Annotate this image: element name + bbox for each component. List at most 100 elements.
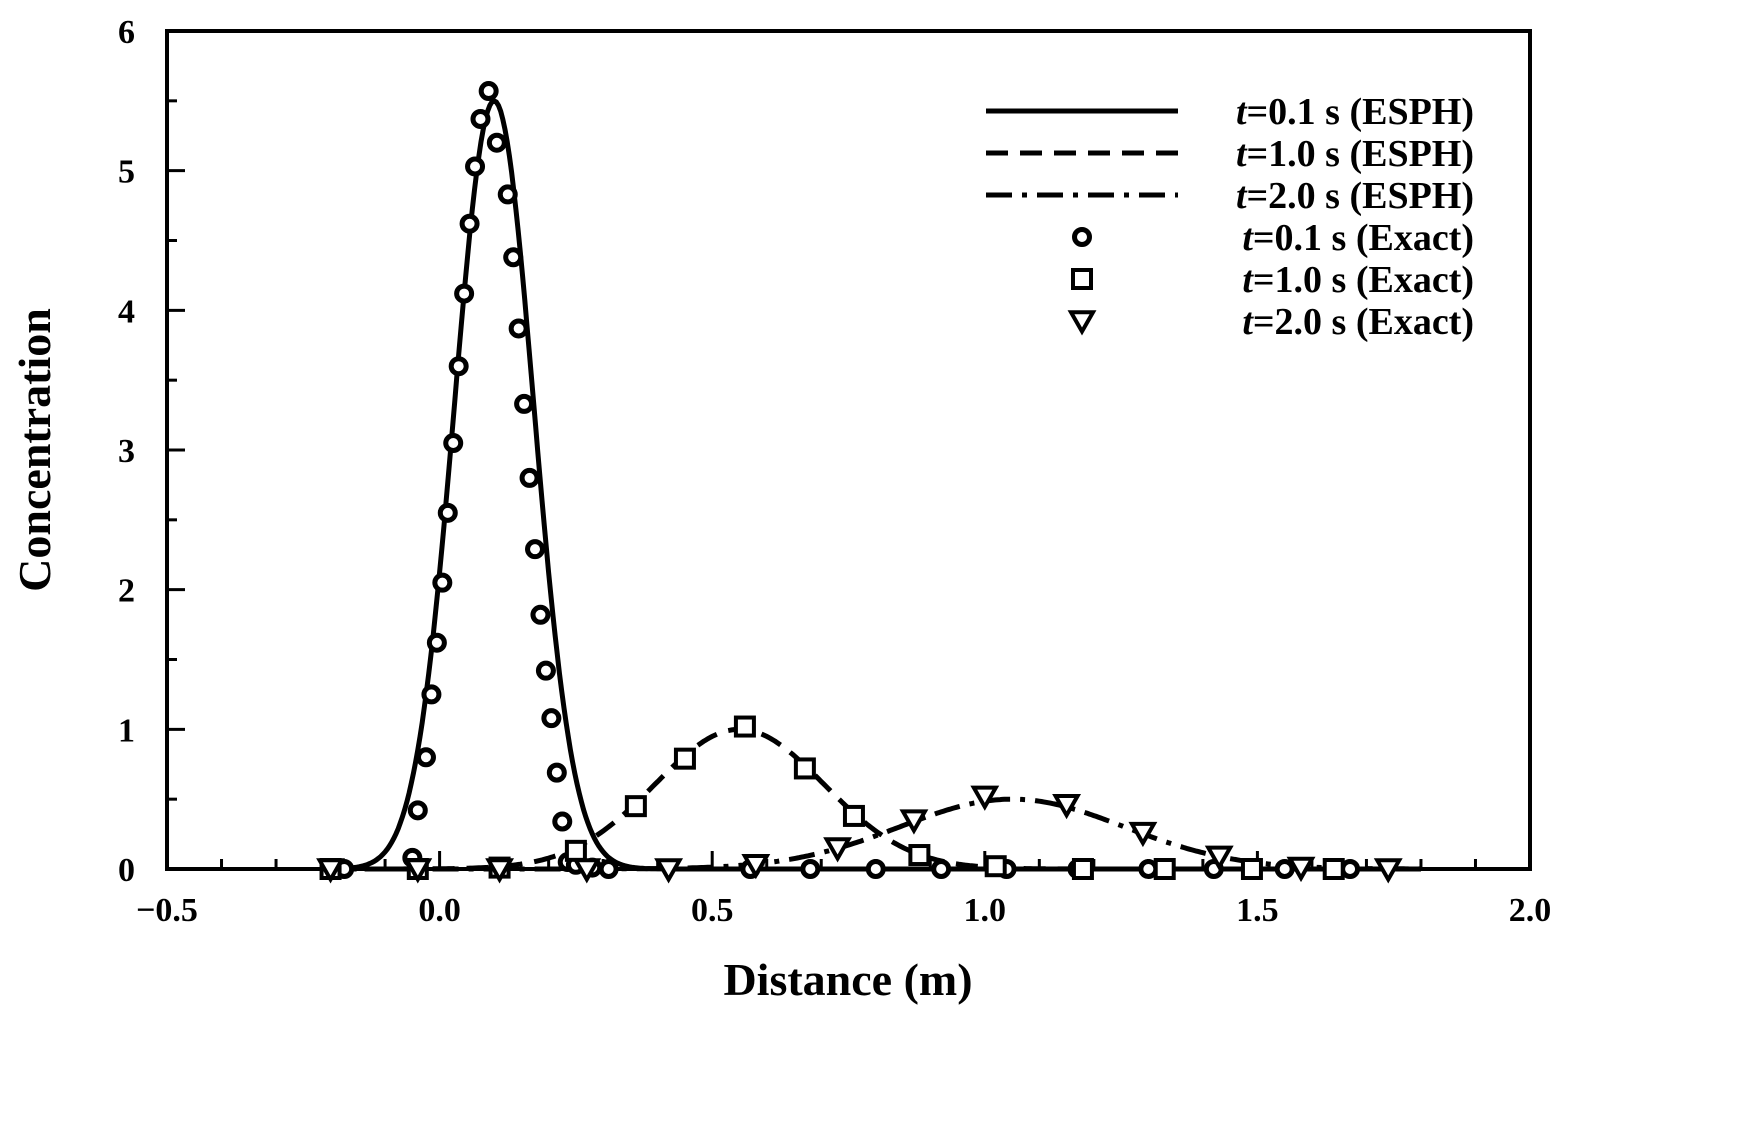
legend-label-italic-t: t [1236, 175, 1248, 217]
y-tick-label: 4 [118, 293, 135, 330]
x-tick-label: 1.5 [1236, 892, 1279, 929]
data-point-triangle-down [485, 858, 515, 884]
data-point-circle [454, 283, 475, 304]
data-point-triangle-down [970, 785, 1000, 811]
data-point-square [793, 757, 816, 780]
marker-layer [316, 81, 1403, 884]
data-point-circle [535, 660, 556, 681]
data-point-triangle-down [741, 854, 771, 880]
series-markers-5 [316, 785, 1403, 884]
y-tick-label: 5 [118, 154, 135, 191]
data-point-circle [931, 859, 952, 879]
series-line-1 [330, 726, 1421, 872]
data-point-circle [598, 859, 619, 879]
data-point-circle [508, 318, 529, 339]
x-tick-label: 0.5 [691, 892, 734, 929]
data-point-square [1240, 858, 1263, 880]
data-point-triangle-down [403, 858, 433, 884]
data-point-circle [432, 572, 453, 593]
data-point-triangle-down [823, 837, 853, 863]
data-point-circle [407, 800, 428, 821]
data-point-triangle-down [1204, 845, 1234, 871]
data-point-circle [1138, 859, 1159, 879]
legend-label-rest: =2.0 s (ESPH) [1247, 175, 1475, 217]
data-point-circle [541, 708, 562, 729]
y-tick-label: 6 [118, 14, 135, 51]
legend-label-rest: =1.0 s (Exact) [1253, 259, 1474, 301]
data-point-square [1322, 858, 1345, 880]
legend-label-italic-t: t [1236, 133, 1248, 175]
data-point-circle [552, 811, 573, 832]
data-point-triangle-down [1128, 821, 1158, 848]
legend-label-3: t=0.1 s (Exact) [1242, 217, 1474, 259]
legend-label-rest: =2.0 s (Exact) [1253, 301, 1474, 343]
data-point-square [908, 844, 931, 867]
legend-label-italic-t: t [1242, 301, 1254, 343]
y-axis-title: Concentration [9, 308, 60, 592]
data-point-circle [437, 502, 458, 523]
data-point-circle [1274, 859, 1295, 879]
data-point-square [673, 747, 696, 770]
y-tick-label: 0 [118, 852, 135, 889]
legend-label-rest: =0.1 s (Exact) [1253, 217, 1474, 259]
y-tick-label: 3 [118, 433, 135, 470]
data-point-square [733, 715, 756, 738]
legend-label-rest: =0.1 s (ESPH) [1247, 91, 1475, 133]
y-tick-label: 2 [118, 573, 135, 610]
data-point-circle [1340, 859, 1361, 879]
data-point-circle [519, 467, 540, 488]
data-point-square [984, 855, 1007, 878]
legend-marker-square [1071, 268, 1093, 290]
series-markers-4 [319, 715, 1345, 880]
data-point-square [564, 839, 587, 862]
data-point-square [1153, 858, 1176, 880]
legend-label-rest: =1.0 s (ESPH) [1247, 133, 1475, 175]
y-tick-label: 1 [118, 712, 135, 749]
legend-label-italic-t: t [1242, 259, 1254, 301]
legend-label-4: t=1.0 s (Exact) [1242, 259, 1474, 301]
x-axis-title: Distance (m) [723, 954, 972, 1005]
series-markers-3 [320, 81, 1361, 879]
data-point-circle [448, 356, 469, 377]
x-tick-label: 2.0 [1509, 892, 1552, 929]
data-point-triangle-down [1286, 856, 1316, 883]
legend: t=0.1 s (ESPH)t=1.0 s (ESPH)t=2.0 s (ESP… [986, 91, 1474, 343]
axis-tick-labels: −0.5 0.0 0.5 1.0 1.5 2.0 0 1 2 3 4 5 6 [118, 14, 1551, 929]
data-point-circle [525, 539, 546, 560]
legend-label-2: t=2.0 s (ESPH) [1236, 175, 1474, 217]
data-point-circle [486, 132, 507, 153]
data-point-square [1071, 858, 1094, 880]
data-point-circle [546, 762, 567, 783]
data-point-circle [421, 684, 442, 705]
data-point-circle [800, 859, 821, 879]
data-point-circle [530, 604, 551, 625]
data-point-triangle-down [654, 858, 684, 884]
data-point-triangle-down [572, 858, 602, 884]
legend-marker-circle [1072, 227, 1092, 247]
legend-label-0: t=0.1 s (ESPH) [1236, 91, 1474, 133]
data-point-circle [470, 108, 491, 129]
data-point-circle [426, 632, 447, 653]
data-point-circle [465, 156, 486, 177]
legend-label-1: t=1.0 s (ESPH) [1236, 133, 1474, 175]
data-point-triangle-down [316, 858, 346, 884]
data-point-circle [503, 247, 524, 268]
data-point-circle [497, 184, 518, 205]
legend-label-italic-t: t [1242, 217, 1254, 259]
x-tick-label: 1.0 [964, 892, 1007, 929]
series-line-2 [330, 796, 1421, 872]
data-point-circle [478, 81, 499, 102]
legend-marker-triangle-down [1067, 310, 1097, 336]
data-point-square [624, 795, 647, 818]
data-point-triangle-down [1052, 793, 1082, 820]
data-point-triangle-down [1373, 858, 1403, 884]
legend-label-5: t=2.0 s (Exact) [1242, 301, 1474, 343]
data-point-circle [514, 393, 535, 414]
data-point-triangle-down [899, 809, 929, 835]
data-point-square [842, 804, 865, 827]
data-point-circle [865, 859, 886, 879]
data-point-circle [459, 213, 480, 234]
data-point-circle [415, 747, 436, 768]
x-tick-label: 0.0 [418, 892, 461, 929]
